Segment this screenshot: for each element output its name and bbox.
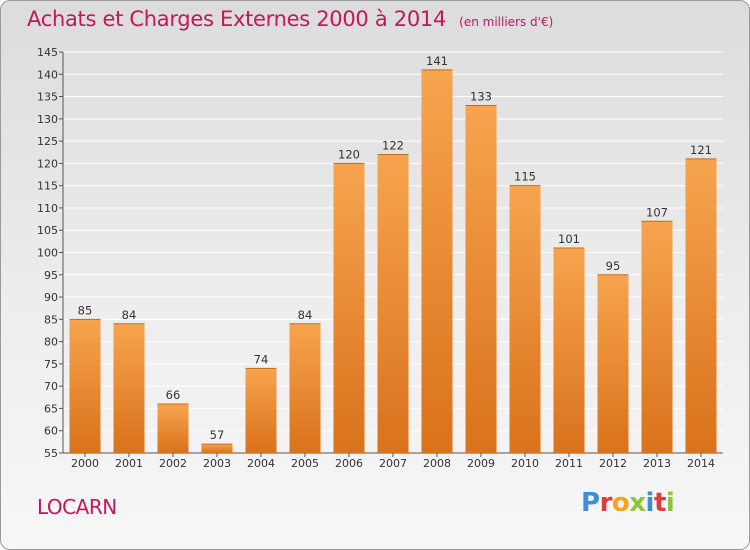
bar [289, 323, 321, 453]
x-tick-label: 2014 [687, 457, 715, 470]
bar [113, 323, 145, 453]
bar [685, 158, 717, 453]
data-label: 66 [166, 388, 181, 402]
y-tick-label: 60 [44, 425, 58, 438]
y-tick-label: 105 [37, 224, 58, 237]
proxiti-logo: Proxiti [581, 488, 675, 518]
data-label: 121 [690, 143, 712, 157]
y-tick-label: 90 [44, 291, 58, 304]
y-tick-label: 70 [44, 380, 58, 393]
y-tick-label: 65 [44, 402, 58, 415]
unit-note: (en milliers d'€) [459, 15, 554, 29]
x-tick-label: 2008 [423, 457, 451, 470]
data-label: 84 [122, 308, 137, 322]
data-label: 120 [338, 147, 360, 161]
x-tick-label: 2007 [379, 457, 407, 470]
bar [553, 248, 585, 453]
y-tick-label: 80 [44, 336, 58, 349]
y-tick-label: 115 [37, 180, 58, 193]
bar [377, 154, 409, 453]
x-tick-label: 2000 [71, 457, 99, 470]
chart-title-block: Achats et Charges Externes 2000 à 2014 (… [27, 7, 553, 31]
commune-name: LOCARN [37, 495, 117, 519]
y-tick-label: 135 [37, 91, 58, 104]
x-tick-label: 2009 [467, 457, 495, 470]
bar [597, 274, 629, 453]
x-tick-label: 2013 [643, 457, 671, 470]
y-tick-label: 95 [44, 269, 58, 282]
bar [201, 444, 233, 453]
x-tick-label: 2011 [555, 457, 583, 470]
x-tick-label: 2003 [203, 457, 231, 470]
data-label: 115 [514, 170, 536, 184]
bar [641, 221, 673, 453]
y-tick-label: 125 [37, 135, 58, 148]
y-tick-label: 120 [37, 157, 58, 170]
bar [333, 163, 365, 453]
data-label: 122 [382, 138, 404, 152]
data-label: 107 [646, 205, 668, 219]
y-tick-label: 55 [44, 447, 58, 460]
x-tick-label: 2005 [291, 457, 319, 470]
bar [157, 403, 189, 453]
data-label: 101 [558, 232, 580, 246]
x-tick-label: 2010 [511, 457, 539, 470]
bar [245, 368, 277, 453]
y-tick-label: 130 [37, 113, 58, 126]
bar [421, 69, 453, 454]
y-tick-label: 110 [37, 202, 58, 215]
data-label: 57 [210, 428, 225, 442]
data-label: 141 [426, 54, 448, 68]
y-tick-label: 75 [44, 358, 58, 371]
y-tick-label: 100 [37, 247, 58, 260]
bar [69, 319, 101, 453]
y-tick-label: 145 [37, 46, 58, 59]
data-label: 133 [470, 89, 492, 103]
data-label: 84 [298, 308, 313, 322]
y-tick-label: 140 [37, 68, 58, 81]
data-label: 95 [606, 259, 621, 273]
x-tick-label: 2012 [599, 457, 627, 470]
chart-title: Achats et Charges Externes 2000 à 2014 [27, 7, 447, 31]
data-label: 85 [78, 303, 93, 317]
x-tick-label: 2001 [115, 457, 143, 470]
bar [465, 105, 497, 453]
bar [509, 185, 541, 453]
x-tick-label: 2002 [159, 457, 187, 470]
data-label: 74 [254, 352, 269, 366]
x-tick-label: 2006 [335, 457, 363, 470]
x-tick-label: 2004 [247, 457, 275, 470]
y-tick-label: 85 [44, 313, 58, 326]
